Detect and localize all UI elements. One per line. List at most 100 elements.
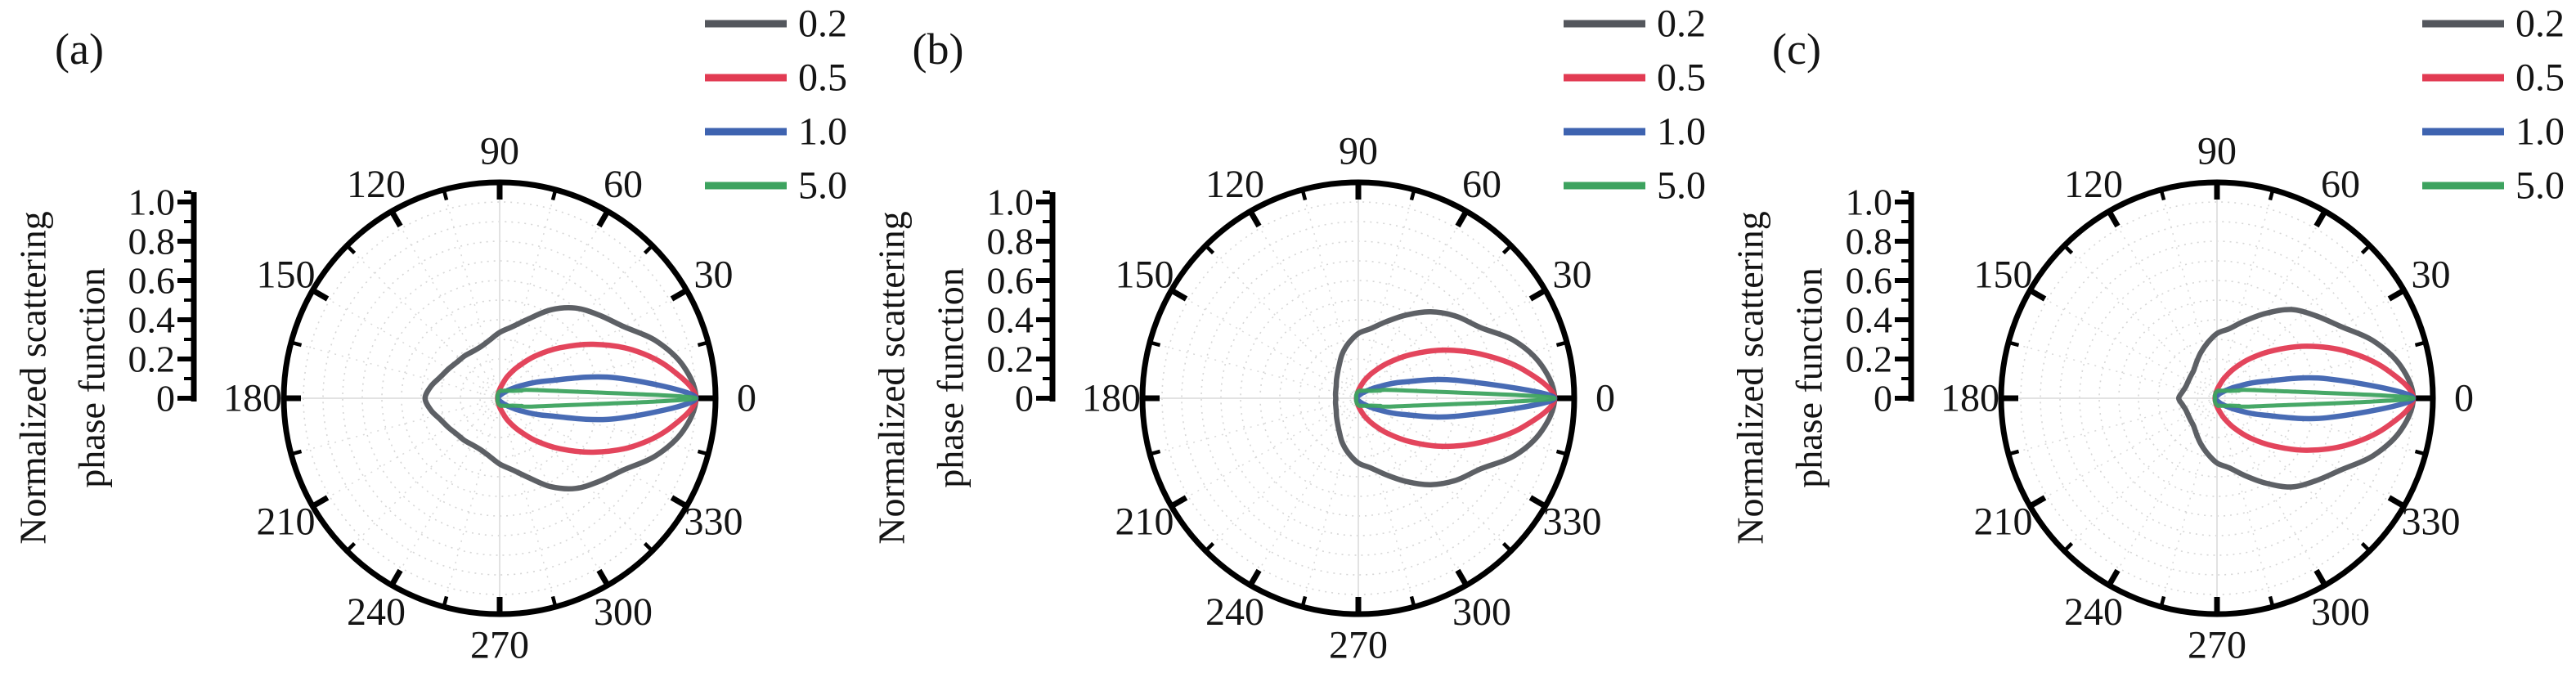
grid-spoke bbox=[312, 289, 500, 399]
angle-tick-label: 30 bbox=[694, 254, 734, 297]
legend: 0.2 0.5 1.0 5.0 bbox=[705, 2, 847, 208]
angle-tick-label: 0 bbox=[1595, 377, 1615, 420]
grid-spoke bbox=[499, 189, 557, 399]
angle-minor-tick bbox=[1151, 449, 1161, 455]
grid-spoke bbox=[290, 341, 500, 399]
radial-tick-label: 1.0 bbox=[987, 182, 1034, 223]
radial-axis: 00.20.40.60.81.0 bbox=[1846, 182, 1914, 420]
angle-major-tick bbox=[1528, 288, 1546, 302]
angle-minor-tick bbox=[2009, 449, 2020, 455]
y-axis-title-line1: Normalized scattering bbox=[12, 211, 54, 544]
y-axis-title-line2: phase function bbox=[930, 267, 972, 488]
grid-spoke bbox=[2160, 189, 2218, 399]
angle-tick-label: 330 bbox=[684, 500, 743, 544]
angle-minor-tick bbox=[1501, 541, 1511, 551]
angle-tick-label: 270 bbox=[2188, 624, 2246, 667]
angle-minor-tick bbox=[1205, 541, 1215, 551]
angle-major-tick bbox=[1455, 211, 1469, 228]
legend: 0.2 0.5 1.0 5.0 bbox=[2422, 2, 2565, 208]
radial-tick-label: 0 bbox=[1874, 378, 1892, 420]
polar-plot-c: 030609012015018021024027030033000.20.40.… bbox=[1730, 2, 2565, 667]
angle-tick-label: 240 bbox=[347, 590, 406, 634]
angle-tick-label: 180 bbox=[1082, 377, 1141, 420]
angle-minor-tick bbox=[292, 341, 303, 348]
legend-label: 0.5 bbox=[1657, 56, 1706, 100]
angle-tick-label: 60 bbox=[2321, 163, 2360, 206]
angle-tick-label: 210 bbox=[1115, 500, 1174, 544]
grid-spoke bbox=[346, 245, 500, 399]
radial-tick-label: 0.2 bbox=[128, 339, 176, 380]
radial-tick-label: 0.8 bbox=[128, 221, 176, 262]
angle-tick-label: 240 bbox=[1205, 590, 1264, 634]
angle-major-tick bbox=[1171, 288, 1188, 302]
panel-label: (a) bbox=[55, 25, 104, 74]
polar-boundary bbox=[1139, 179, 1577, 617]
angle-minor-tick bbox=[292, 449, 303, 455]
angle-minor-tick bbox=[2009, 341, 2020, 348]
curve-5.0 bbox=[1353, 388, 1557, 409]
polar-plot-a: 030609012015018021024027030033000.20.40.… bbox=[12, 2, 848, 667]
radial-tick-label: 0.4 bbox=[128, 299, 176, 341]
angle-major-tick bbox=[596, 211, 610, 228]
legend-label: 5.0 bbox=[798, 164, 847, 208]
angle-tick-label: 0 bbox=[737, 377, 756, 420]
angle-tick-label: 330 bbox=[2402, 500, 2461, 544]
radial-tick-label: 1.0 bbox=[1846, 182, 1893, 223]
polar-panel-a: 0 30 60 90 120 150 180 210 240 270 300 330 0 0.2 0.4 0.… bbox=[0, 0, 859, 691]
legend-label: 5.0 bbox=[1657, 164, 1706, 208]
angle-major-tick bbox=[312, 495, 330, 509]
legend-label: 0.5 bbox=[798, 56, 847, 100]
angle-major-tick bbox=[1248, 568, 1262, 586]
angle-minor-tick bbox=[550, 595, 557, 606]
polar-panel-b: 0 30 60 90 120 150 180 210 240 270 300 330 0 0.2 0.4 0.… bbox=[859, 0, 1717, 691]
legend-label: 0.2 bbox=[2515, 2, 2565, 46]
angle-minor-tick bbox=[1501, 245, 1511, 255]
angle-major-tick bbox=[2107, 568, 2120, 586]
angle-tick-label: 300 bbox=[594, 590, 653, 634]
legend-label: 0.2 bbox=[798, 2, 847, 46]
angle-minor-tick bbox=[643, 541, 653, 551]
angle-minor-tick bbox=[2160, 191, 2166, 201]
angle-minor-tick bbox=[2064, 541, 2074, 551]
angle-major-tick bbox=[2107, 211, 2120, 228]
curves bbox=[2175, 307, 2417, 490]
grid-spoke bbox=[2108, 210, 2218, 399]
angle-minor-tick bbox=[1409, 595, 1416, 606]
curves bbox=[422, 305, 699, 491]
angle-minor-tick bbox=[1205, 245, 1215, 255]
legend-label: 1.0 bbox=[2515, 110, 2565, 154]
curves bbox=[1332, 309, 1558, 487]
angle-major-tick bbox=[1171, 495, 1188, 509]
angle-minor-tick bbox=[2360, 245, 2370, 255]
angle-tick-label: 270 bbox=[470, 624, 529, 667]
radial-axis: 00.20.40.60.81.0 bbox=[128, 182, 197, 420]
angle-tick-label: 210 bbox=[256, 500, 315, 544]
angle-tick-label: 60 bbox=[1462, 163, 1501, 206]
grid-spoke bbox=[1149, 341, 1359, 399]
legend-label: 0.2 bbox=[1657, 2, 1706, 46]
angle-major-tick bbox=[389, 568, 403, 586]
angle-minor-tick bbox=[2160, 595, 2166, 606]
y-axis-title-line1: Normalized scattering bbox=[871, 211, 913, 544]
angle-minor-tick bbox=[2268, 595, 2274, 606]
radial-tick-label: 0.2 bbox=[1846, 339, 1893, 380]
radial-tick-label: 0.6 bbox=[1846, 260, 1893, 302]
polar-boundary bbox=[1998, 179, 2436, 617]
curve-0.2 bbox=[422, 305, 699, 491]
grid-spoke bbox=[1250, 210, 1359, 399]
angle-tick-label: 120 bbox=[2064, 163, 2123, 206]
angle-major-tick bbox=[670, 495, 687, 509]
angle-minor-tick bbox=[442, 595, 449, 606]
radial-tick-label: 1.0 bbox=[128, 182, 176, 223]
angle-minor-tick bbox=[550, 191, 557, 201]
polar-boundary bbox=[280, 179, 719, 617]
y-axis-title-line2: phase function bbox=[1788, 267, 1830, 488]
angle-tick-label: 330 bbox=[1543, 500, 1602, 544]
grid-spoke bbox=[346, 397, 500, 552]
y-axis-title-line2: phase function bbox=[71, 267, 113, 488]
angle-major-tick bbox=[1248, 211, 1262, 228]
angle-tick-label: 30 bbox=[1553, 254, 1592, 297]
angle-tick-label: 120 bbox=[347, 163, 406, 206]
grid-spoke bbox=[2160, 397, 2218, 608]
